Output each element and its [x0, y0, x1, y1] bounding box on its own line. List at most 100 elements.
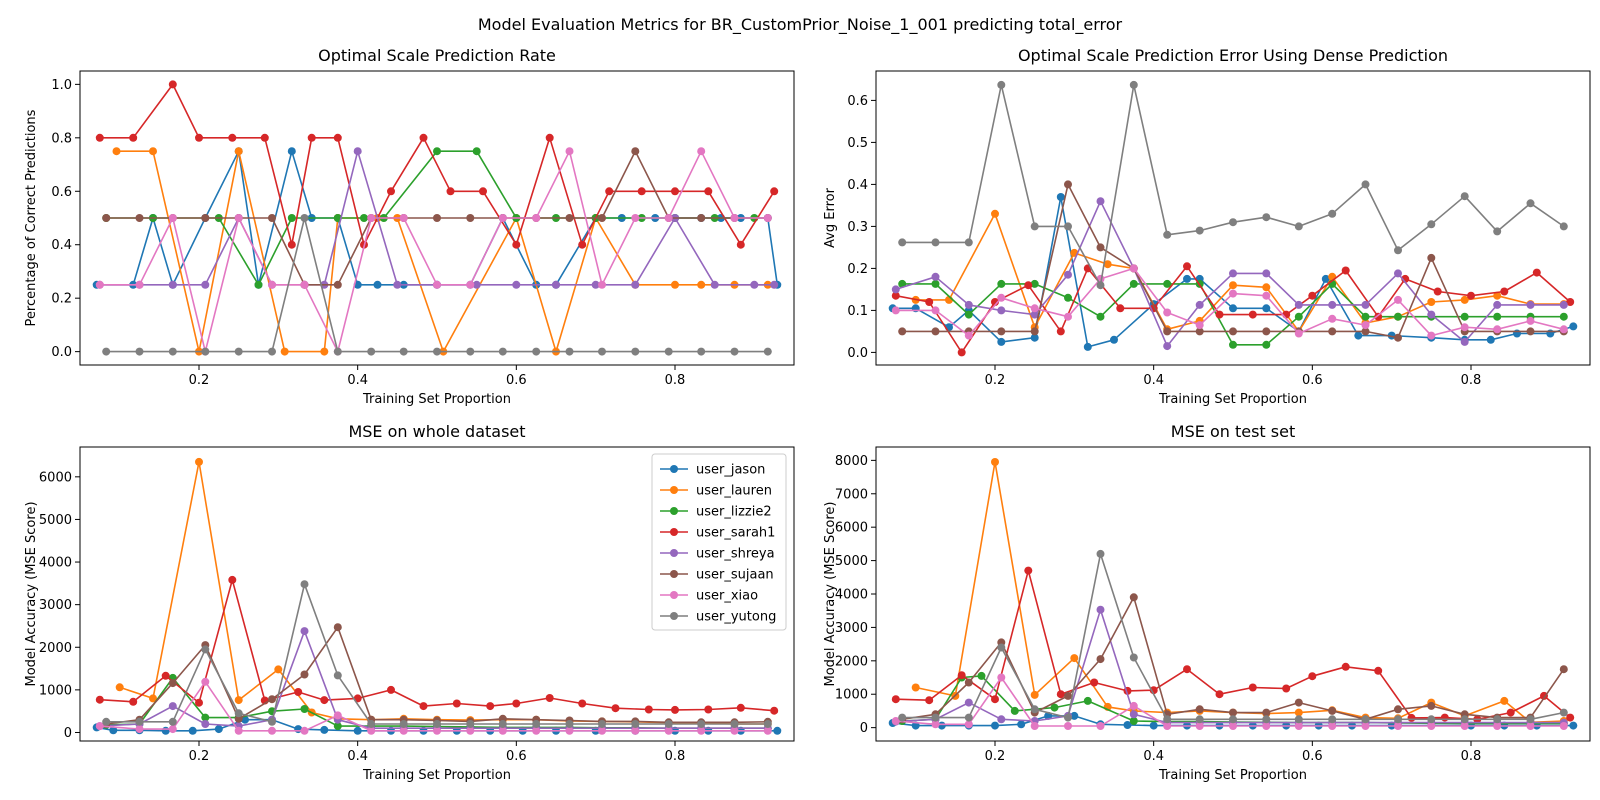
data-point-user_xiao: [201, 677, 210, 686]
data-point-user_shreya: [1361, 300, 1370, 309]
series-line-user_shreya: [99, 150, 775, 286]
data-point-user_xiao: [1229, 289, 1237, 298]
y-axis-label: Avg Error: [823, 187, 838, 248]
data-point-user_yutong: [1493, 227, 1502, 236]
legend-entry-label: user_lauren: [696, 484, 772, 499]
data-point-user_xiao: [697, 147, 706, 156]
data-point-user_jason: [161, 726, 170, 735]
data-point-user_xiao: [1493, 722, 1502, 730]
data-point-user_sarah1: [1090, 678, 1099, 687]
data-point-user_xiao: [1064, 722, 1072, 730]
x-axis-label: Training Set Proportion: [362, 768, 511, 783]
data-point-user_xiao: [997, 293, 1006, 302]
data-point-user_jason: [1030, 333, 1039, 342]
x-tick-label: 0.4: [1143, 373, 1164, 388]
data-point-user_yutong: [1294, 222, 1303, 231]
data-point-user_lizzie2: [433, 147, 441, 156]
data-point-user_sujaan: [102, 214, 111, 222]
data-point-user_lauren: [697, 280, 706, 289]
data-point-user_xiao: [763, 214, 772, 222]
plot-area: [92, 457, 782, 735]
legend-marker: [670, 549, 678, 557]
data-point-user_xiao: [234, 726, 243, 735]
data-point-user_xiao: [466, 280, 475, 289]
y-tick-label: 1000: [39, 683, 72, 698]
data-point-user_shreya: [168, 280, 177, 289]
data-point-user_sarah1: [168, 80, 177, 89]
data-point-user_xiao: [1163, 722, 1172, 730]
data-point-user_shreya: [201, 720, 210, 728]
data-point-user_xiao: [168, 214, 177, 222]
series-line-user_jason: [892, 196, 1574, 348]
data-point-user_yutong: [1427, 220, 1436, 229]
y-tick-label: 0.6: [847, 94, 868, 109]
data-point-user_lauren: [149, 694, 157, 703]
data-point-user_sarah1: [1282, 684, 1291, 693]
data-point-user_xiao: [532, 214, 541, 222]
data-point-user_yutong: [234, 347, 243, 356]
data-point-user_lauren: [320, 347, 329, 356]
data-point-user_sarah1: [1215, 310, 1224, 319]
data-point-user_sarah1: [1506, 708, 1515, 717]
data-point-user_shreya: [353, 147, 362, 156]
series-line-user_sarah1: [99, 579, 775, 712]
data-point-user_xiao: [399, 726, 408, 735]
data-point-user_sarah1: [1056, 690, 1065, 699]
data-point-user_lauren: [1262, 283, 1271, 292]
data-point-user_xiao: [1195, 722, 1204, 730]
data-point-user_xiao: [1096, 722, 1105, 730]
data-point-user_shreya: [1129, 710, 1138, 719]
data-point-user_yutong: [1394, 715, 1402, 724]
data-point-user_lizzie2: [1493, 312, 1502, 321]
y-tick-label: 4000: [835, 588, 868, 603]
data-point-user_lizzie2: [1163, 279, 1172, 288]
data-point-user_xiao: [466, 726, 475, 735]
data-point-user_jason: [997, 337, 1006, 346]
data-point-user_sarah1: [1341, 266, 1350, 275]
data-point-user_xiao: [1064, 312, 1072, 321]
legend-marker: [670, 486, 678, 494]
x-tick-label: 0.6: [1302, 373, 1323, 388]
data-point-user_sujaan: [1294, 698, 1303, 707]
data-point-user_yutong: [1096, 549, 1105, 558]
y-tick-label: 0.2: [51, 292, 72, 307]
data-point-user_sarah1: [957, 348, 966, 357]
data-point-user_jason: [1183, 274, 1191, 283]
data-point-user_yutong: [730, 347, 739, 356]
data-point-user_yutong: [268, 347, 276, 356]
data-point-user_lauren: [671, 280, 679, 289]
legend-marker: [670, 591, 678, 599]
data-point-user_xiao: [1030, 722, 1039, 730]
data-point-user_sarah1: [1407, 713, 1416, 722]
data-point-user_yutong: [1493, 715, 1502, 724]
data-point-user_shreya: [750, 280, 759, 289]
data-point-user_sarah1: [1183, 262, 1191, 271]
data-point-user_sujaan: [1129, 593, 1138, 602]
data-point-user_shreya: [472, 280, 481, 289]
data-point-user_yutong: [730, 720, 739, 728]
legend-marker: [670, 528, 678, 536]
data-point-user_lizzie2: [201, 713, 210, 722]
data-point-user_yutong: [631, 720, 640, 728]
data-point-user_sarah1: [333, 133, 342, 142]
data-point-user_sarah1: [1308, 291, 1317, 300]
data-point-user_shreya: [1559, 300, 1568, 309]
data-point-user_yutong: [399, 720, 408, 728]
data-point-user_sarah1: [891, 291, 900, 300]
data-point-user_sarah1: [1116, 304, 1125, 313]
data-point-user_sujaan: [898, 327, 907, 336]
data-point-user_xiao: [300, 280, 309, 289]
data-point-user_sarah1: [387, 187, 395, 196]
data-point-user_xiao: [433, 726, 441, 735]
x-tick-label: 0.6: [1302, 749, 1323, 764]
x-tick-label: 0.2: [189, 749, 210, 764]
data-point-user_shreya: [1460, 337, 1469, 346]
data-point-user_jason: [188, 726, 197, 735]
data-point-user_jason: [1056, 193, 1065, 201]
data-point-user_jason: [241, 715, 249, 724]
x-tick-label: 0.4: [347, 749, 368, 764]
data-point-user_sarah1: [605, 187, 614, 196]
data-point-user_lauren: [1493, 291, 1502, 300]
data-point-user_yutong: [367, 347, 376, 356]
data-point-user_sarah1: [671, 705, 679, 714]
